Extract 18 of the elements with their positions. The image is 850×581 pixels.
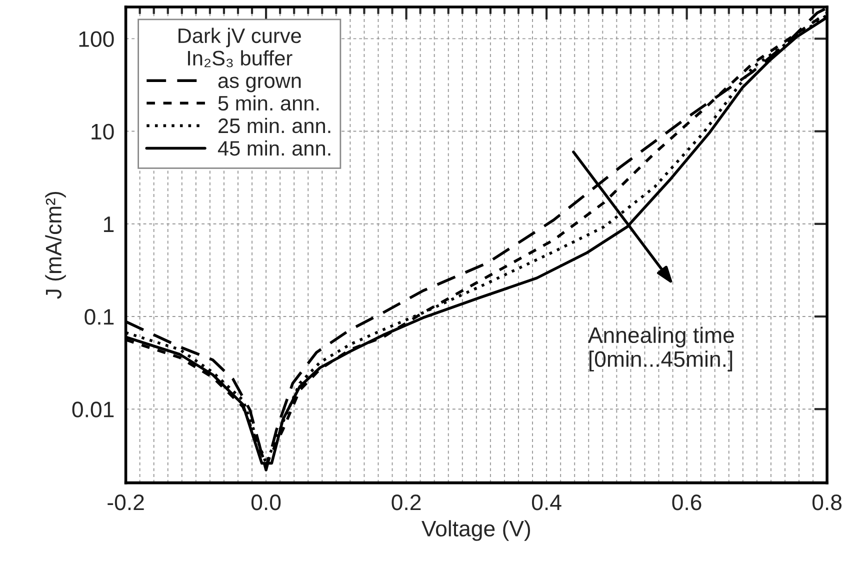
y-tick-label: 100	[79, 31, 114, 47]
legend-label: 5 min. ann.	[218, 95, 319, 111]
y-axis-title: J (mA/cm²)	[45, 192, 66, 299]
x-tick-label: -0.2	[108, 494, 144, 510]
y-tick-label: 1	[104, 216, 114, 232]
x-tick-label: 0.4	[532, 494, 562, 510]
y-tick-label: 0.01	[72, 402, 114, 418]
x-tick-label: 0.2	[392, 494, 421, 510]
x-tick-label: 0.8	[812, 494, 842, 510]
legend-label: 45 min. ann.	[218, 140, 330, 156]
x-axis-title: Voltage (V)	[422, 520, 530, 541]
y-tick-label: 10	[92, 124, 114, 140]
x-tick-label: 0.0	[251, 494, 281, 510]
legend-label: as grown	[218, 76, 301, 92]
annotation: Annealing time [0min...45min.]	[588, 326, 734, 372]
x-tick-label: 0.6	[672, 494, 702, 510]
legend-label: 25 min. ann.	[218, 118, 330, 134]
y-tick-label: 0.1	[84, 309, 114, 325]
